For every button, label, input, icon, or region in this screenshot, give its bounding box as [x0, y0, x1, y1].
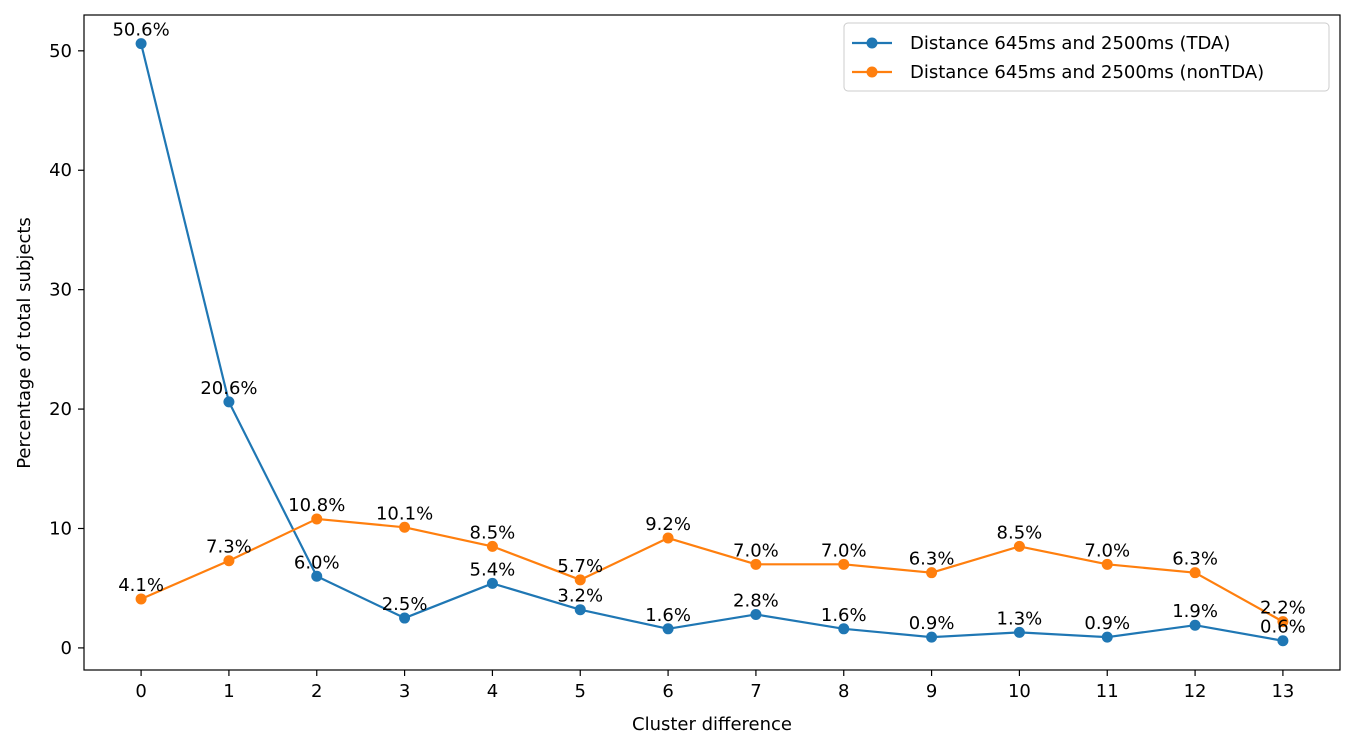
data-label: 7.0%	[733, 540, 779, 561]
data-label: 1.3%	[997, 608, 1043, 629]
plot-background	[84, 15, 1340, 670]
data-label: 20.6%	[200, 378, 257, 399]
data-point	[399, 521, 411, 533]
data-label: 5.7%	[557, 556, 603, 577]
data-label: 4.1%	[118, 575, 164, 596]
data-point	[1189, 567, 1201, 579]
x-tick-label: 5	[575, 681, 586, 702]
data-point	[486, 577, 498, 589]
data-label: 8.5%	[470, 522, 516, 543]
x-tick-label: 1	[223, 681, 234, 702]
legend-label: Distance 645ms and 2500ms (nonTDA)	[910, 62, 1264, 83]
data-label: 6.0%	[294, 552, 340, 573]
legend-box	[843, 22, 1330, 92]
series-0	[135, 38, 1289, 647]
data-point	[135, 38, 147, 50]
data-point	[223, 396, 235, 408]
series-1	[135, 513, 1289, 628]
data-label: 2.8%	[733, 590, 779, 611]
series-line	[140, 517, 1284, 623]
y-tick-label: 10	[49, 518, 72, 539]
data-label: 1.6%	[821, 605, 867, 626]
x-tick-label: 7	[750, 681, 761, 702]
data-label: 5.4%	[470, 559, 516, 580]
data-label: 6.3%	[909, 549, 955, 570]
legend-label: Distance 645ms and 2500ms (TDA)	[910, 33, 1230, 54]
data-label: 6.3%	[1172, 549, 1218, 570]
x-tick-label: 6	[662, 681, 673, 702]
y-axis: 0 10 20 30 40 50	[49, 41, 84, 659]
data-point	[574, 604, 586, 616]
data-point	[135, 593, 147, 605]
data-point	[1101, 558, 1113, 570]
data-point	[926, 631, 938, 643]
y-axis-title: Percentage of total subjects	[14, 217, 35, 469]
data-point	[1101, 631, 1113, 643]
data-point	[1277, 635, 1289, 647]
x-tick-label: 0	[135, 681, 146, 702]
data-point	[750, 608, 762, 620]
data-point	[1277, 616, 1289, 628]
data-label: 10.8%	[288, 495, 345, 516]
x-tick-label: 12	[1184, 681, 1207, 702]
data-label: 7.0%	[1084, 540, 1130, 561]
plot-frame	[83, 14, 1341, 671]
data-label: 1.9%	[1172, 601, 1218, 622]
legend-marker	[866, 37, 878, 49]
series-layer	[135, 38, 1289, 647]
y-tick-label: 0	[61, 638, 72, 659]
data-label: 3.2%	[557, 586, 603, 607]
x-tick-label: 2	[311, 681, 322, 702]
data-point	[662, 532, 674, 544]
data-label-layer: 50.6% 20.6% 6.0% 2.5% 5.4% 3.2% 1.6% 2.8% 1.6% 0.…	[112, 20, 1305, 638]
x-tick-label: 11	[1096, 681, 1119, 702]
data-label: 2.5%	[382, 594, 428, 615]
data-point	[1013, 540, 1025, 552]
data-label: 0.9%	[1084, 613, 1130, 634]
series-line	[140, 43, 1284, 642]
x-tick-label: 10	[1008, 681, 1031, 702]
x-axis: 0 1 2 3 4 5 6 7 8 9 10 11 12 13	[135, 670, 1294, 702]
data-point	[838, 558, 850, 570]
data-point	[486, 540, 498, 552]
y-tick-label: 30	[49, 280, 72, 301]
legend-marker	[866, 66, 878, 78]
x-tick-label: 9	[926, 681, 937, 702]
data-label: 0.6%	[1260, 617, 1306, 638]
data-label: 0.9%	[909, 613, 955, 634]
data-label: 9.2%	[645, 514, 691, 535]
data-point	[574, 574, 586, 586]
data-point	[750, 558, 762, 570]
data-label: 8.5%	[997, 522, 1043, 543]
data-label: 7.3%	[206, 537, 252, 558]
data-point	[838, 623, 850, 635]
data-label: 50.6%	[112, 20, 169, 41]
data-label: 7.0%	[821, 540, 867, 561]
legend: Distance 645ms and 2500ms (TDA) Distance …	[843, 22, 1330, 92]
x-axis-title: Cluster difference	[632, 714, 792, 735]
data-point	[662, 623, 674, 635]
data-point	[399, 612, 411, 624]
y-tick-label: 40	[49, 160, 72, 181]
x-tick-label: 4	[487, 681, 498, 702]
x-tick-label: 8	[838, 681, 849, 702]
data-point	[311, 570, 323, 582]
data-point	[1189, 619, 1201, 631]
data-point	[1013, 626, 1025, 638]
x-tick-label: 13	[1271, 681, 1294, 702]
data-point	[311, 513, 323, 525]
data-point	[223, 555, 235, 567]
data-label: 2.2%	[1260, 598, 1306, 619]
x-tick-label: 3	[399, 681, 410, 702]
data-point	[926, 567, 938, 579]
y-tick-label: 50	[49, 41, 72, 62]
data-label: 10.1%	[376, 503, 433, 524]
data-label: 1.6%	[645, 605, 691, 626]
y-tick-label: 20	[49, 399, 72, 420]
